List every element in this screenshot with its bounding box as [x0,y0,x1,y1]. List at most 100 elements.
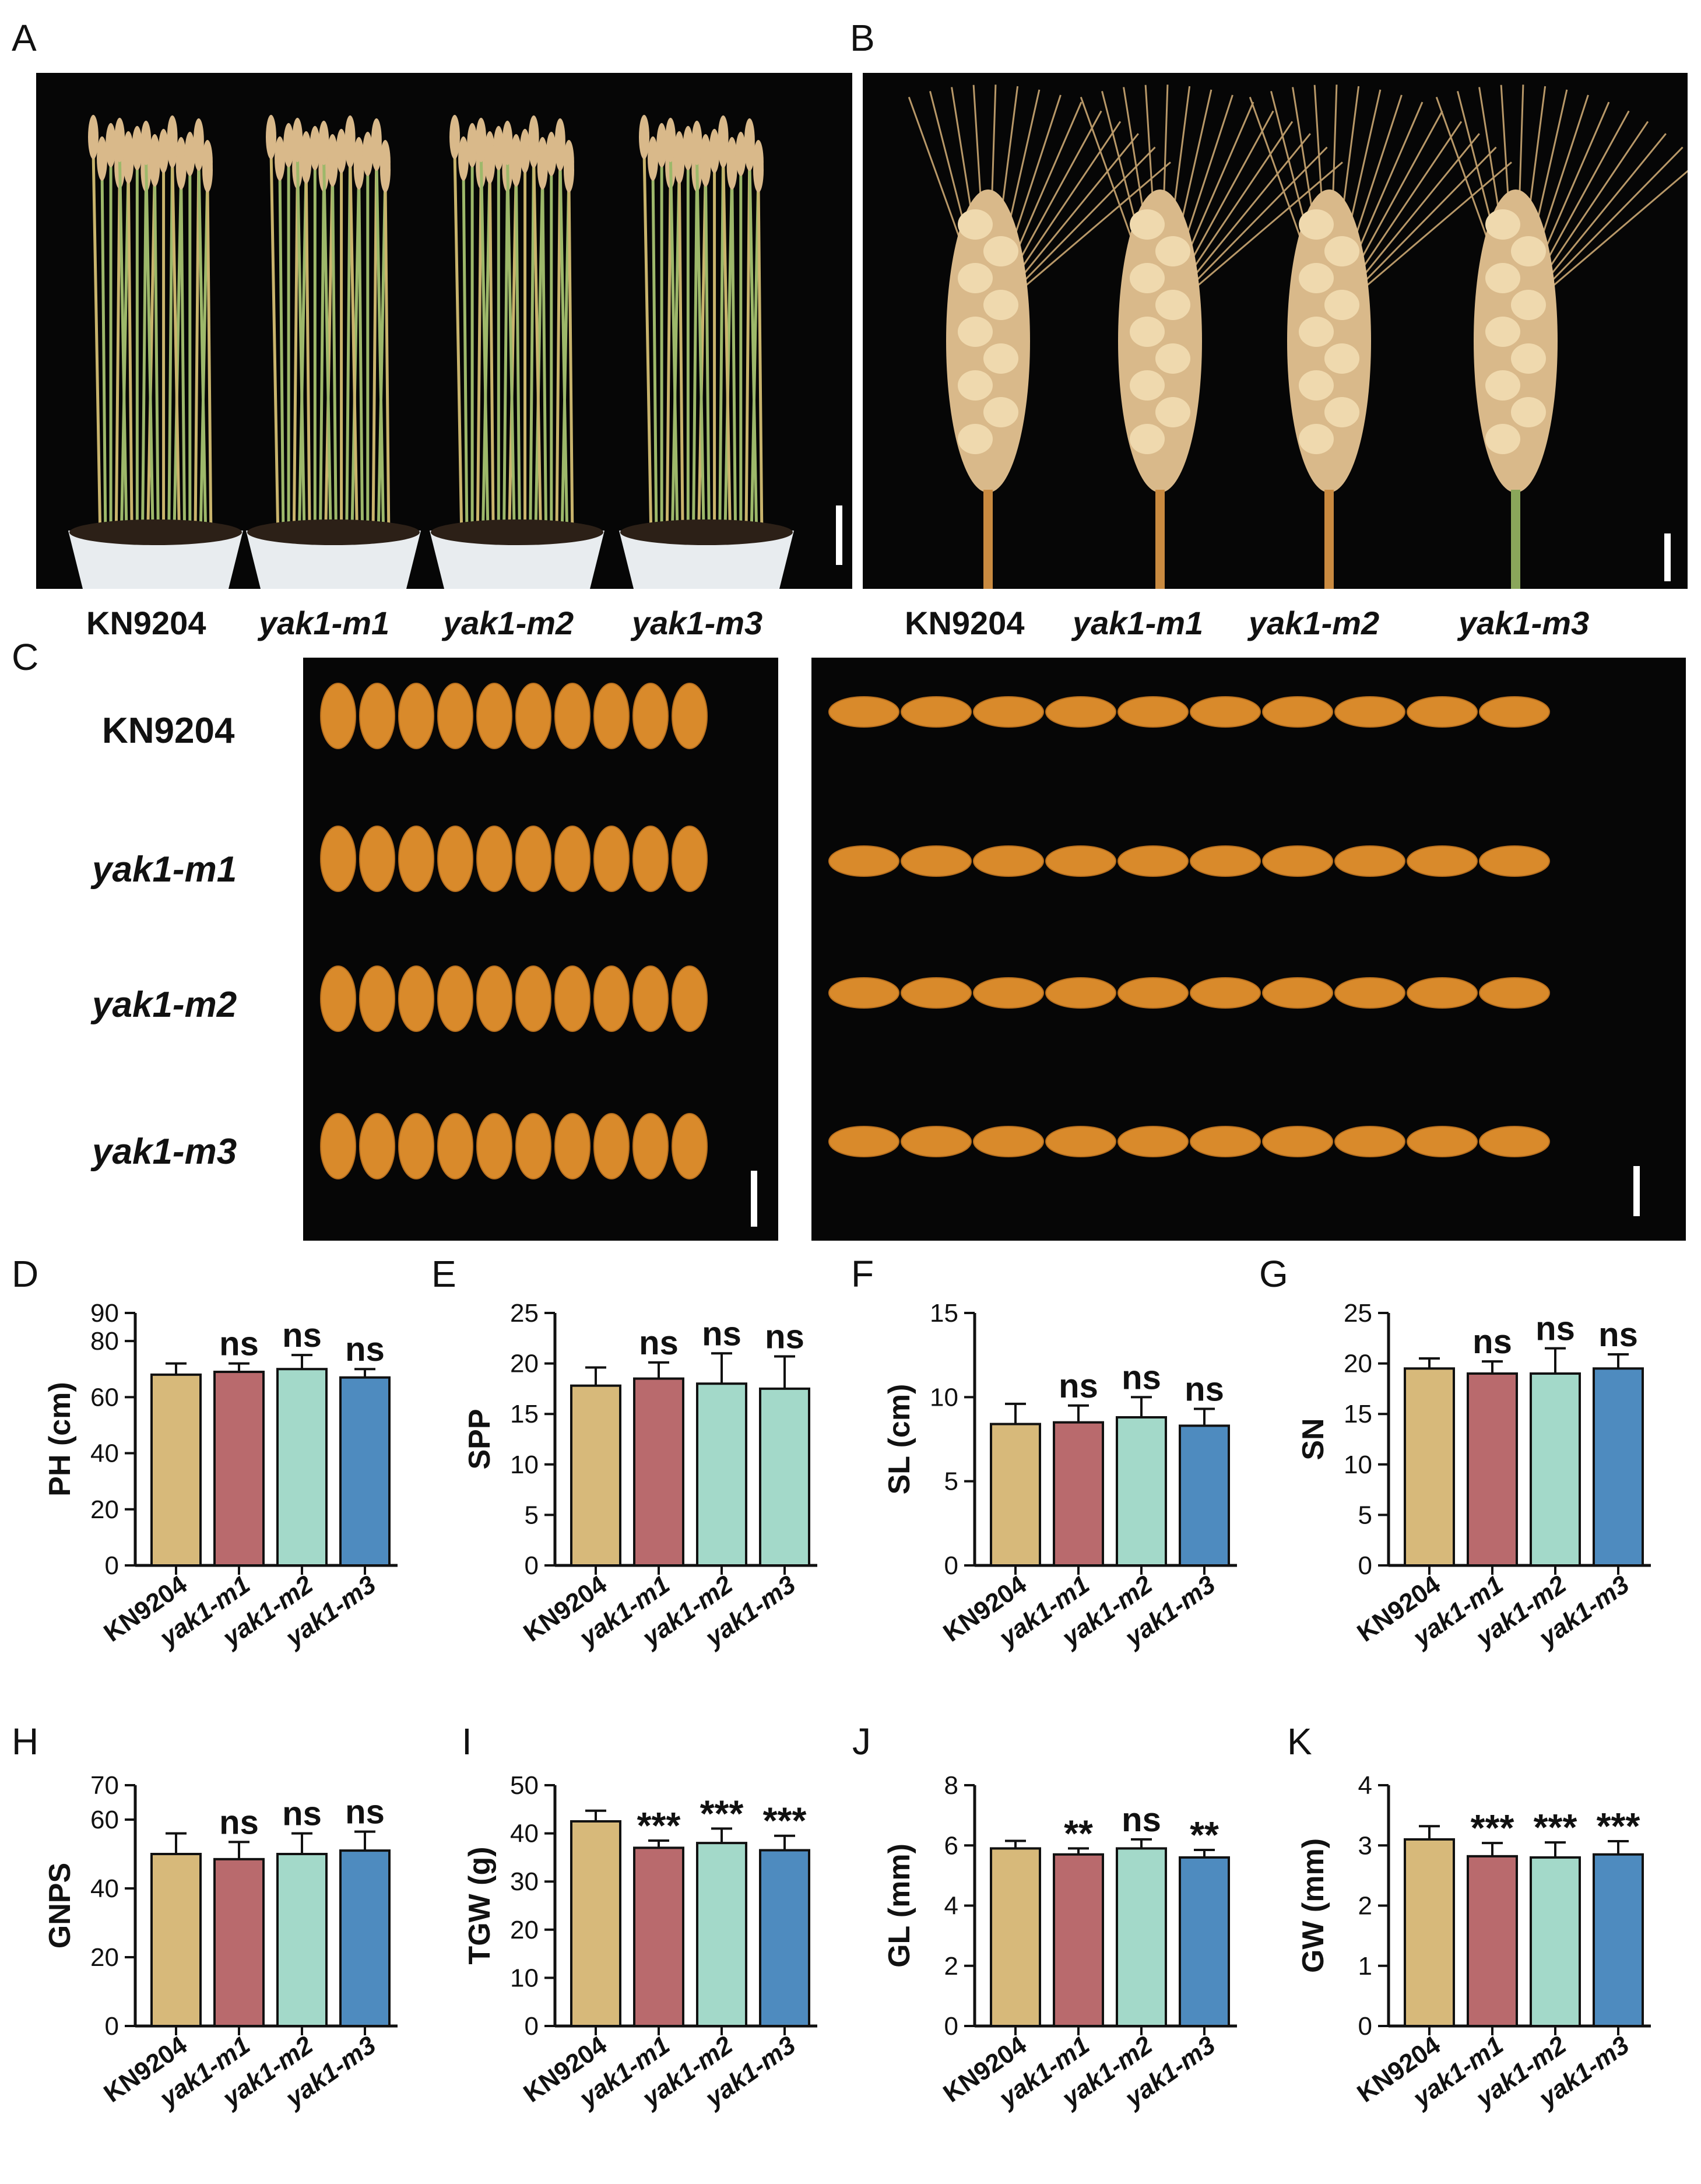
grain-length-view [973,977,1044,1009]
plant-spike [336,129,347,173]
photo-c-row-label-yak1-m2: yak1-m2 [92,985,237,1025]
y-tick-label: 0 [525,2012,539,2041]
grain-width-view [515,965,551,1032]
spikelet [983,236,1018,266]
photo-b-label-yak1-m3: yak1-m3 [1458,605,1590,641]
y-axis-title: SL (cm) [883,1384,916,1495]
grain-length-view [1262,845,1333,877]
spikelet [1485,317,1520,347]
spikelet [1485,370,1520,401]
significance-label: ns [639,1324,679,1362]
plant-spike [528,124,539,168]
plant-spike [202,148,213,192]
plant-stem [357,181,364,540]
plant-spike [175,145,187,189]
scale-bar-c-right [1633,1166,1640,1216]
spikelet [1299,317,1334,347]
pot-soil [247,519,420,545]
grain-width-view [320,826,356,892]
bar-KN9204 [1404,1367,1455,1567]
grain-width-view [593,1113,630,1179]
plant-spike [735,132,746,176]
grain-length-view [1407,977,1478,1009]
grain-width-view [437,683,473,749]
significance-label: ns [1535,1310,1575,1348]
grain-length-view [1117,1126,1189,1157]
panel-letter-k: K [1287,1720,1312,1762]
y-tick-label: 2 [944,1952,958,1981]
plant-stem [292,181,299,540]
significance-label: ns [1059,1367,1098,1405]
bar-yak1-m3 [759,1387,810,1567]
grain-width-view [476,1113,512,1179]
y-tick-label: 0 [105,2012,119,2041]
significance-label: ns [345,1330,385,1368]
plant-stem [371,155,378,540]
grain-width-view [593,683,630,749]
y-tick-label: 15 [1344,1400,1372,1428]
grain-width-view [359,1113,395,1179]
y-tick-label: 25 [510,1299,539,1328]
bar-yak1-m3 [1179,1856,1230,2027]
plant-group-yak1-m2 [430,115,605,589]
grain-width-view [437,1113,473,1179]
photo-c-row-label-yak1-m1: yak1-m1 [92,849,237,890]
plant-spike [691,121,702,165]
plant-stem [453,151,463,540]
significance-label: ns [765,1318,804,1356]
panel-letter-h: H [12,1720,39,1762]
panel-letter-i: I [462,1720,472,1762]
grain-length-view [828,1126,899,1157]
grain-length-view [1117,977,1189,1009]
y-tick-label: 3 [1358,1831,1372,1860]
grain-length-view [1479,1126,1550,1157]
grain-length-view [828,696,899,728]
photo-c-row-label-yak1-m3: yak1-m3 [92,1132,237,1172]
plant-stem [153,178,160,540]
grain-width-view [554,683,591,749]
bar-yak1-m2 [276,1853,328,2027]
plant-spike [283,123,294,167]
plant-stem [171,160,181,540]
grain-width-view [672,1113,708,1179]
grain-width-view [632,683,669,749]
grain-width-view [359,826,395,892]
plant-group-yak1-m1 [246,115,421,589]
photo-b-spikes [863,73,1688,589]
y-tick-label: 15 [930,1299,958,1328]
bar-yak1-m1 [1467,1855,1518,2028]
grain-width-view [593,965,630,1032]
spikelet [1155,343,1190,374]
plant-stem [297,167,308,540]
grain-length-view [1479,977,1550,1009]
y-tick-label: 1 [1358,1952,1372,1981]
plant-stem [529,152,536,540]
grain-length-view [901,696,972,728]
plant-spike [467,123,478,167]
grain-width-view [554,826,591,892]
spike-yak1-m3 [1435,85,1688,589]
significance-label: ns [345,1793,385,1831]
plant-stem [324,170,334,540]
spikelet [1155,236,1190,266]
plant-stem [502,184,509,540]
plant-stem [479,154,490,540]
grain-width-view [476,965,512,1032]
plant-stem [269,151,280,540]
significance-label: *** [1534,1806,1577,1848]
plant-spike [674,139,685,184]
grain-length-view [1045,977,1116,1009]
bar-yak1-m2 [1530,1856,1581,2027]
spikelet [1299,209,1334,240]
plant-stem [100,173,107,540]
y-tick-label: 20 [90,1943,119,1972]
spikelet [1511,290,1546,320]
spikelet [958,317,993,347]
plant-spike [380,148,391,192]
panel-letter-g: G [1259,1253,1288,1295]
panel-letter-f: F [851,1253,874,1295]
plant-stem [488,175,495,540]
y-tick-label: 4 [944,1892,958,1920]
y-tick-label: 0 [1358,1551,1372,1580]
